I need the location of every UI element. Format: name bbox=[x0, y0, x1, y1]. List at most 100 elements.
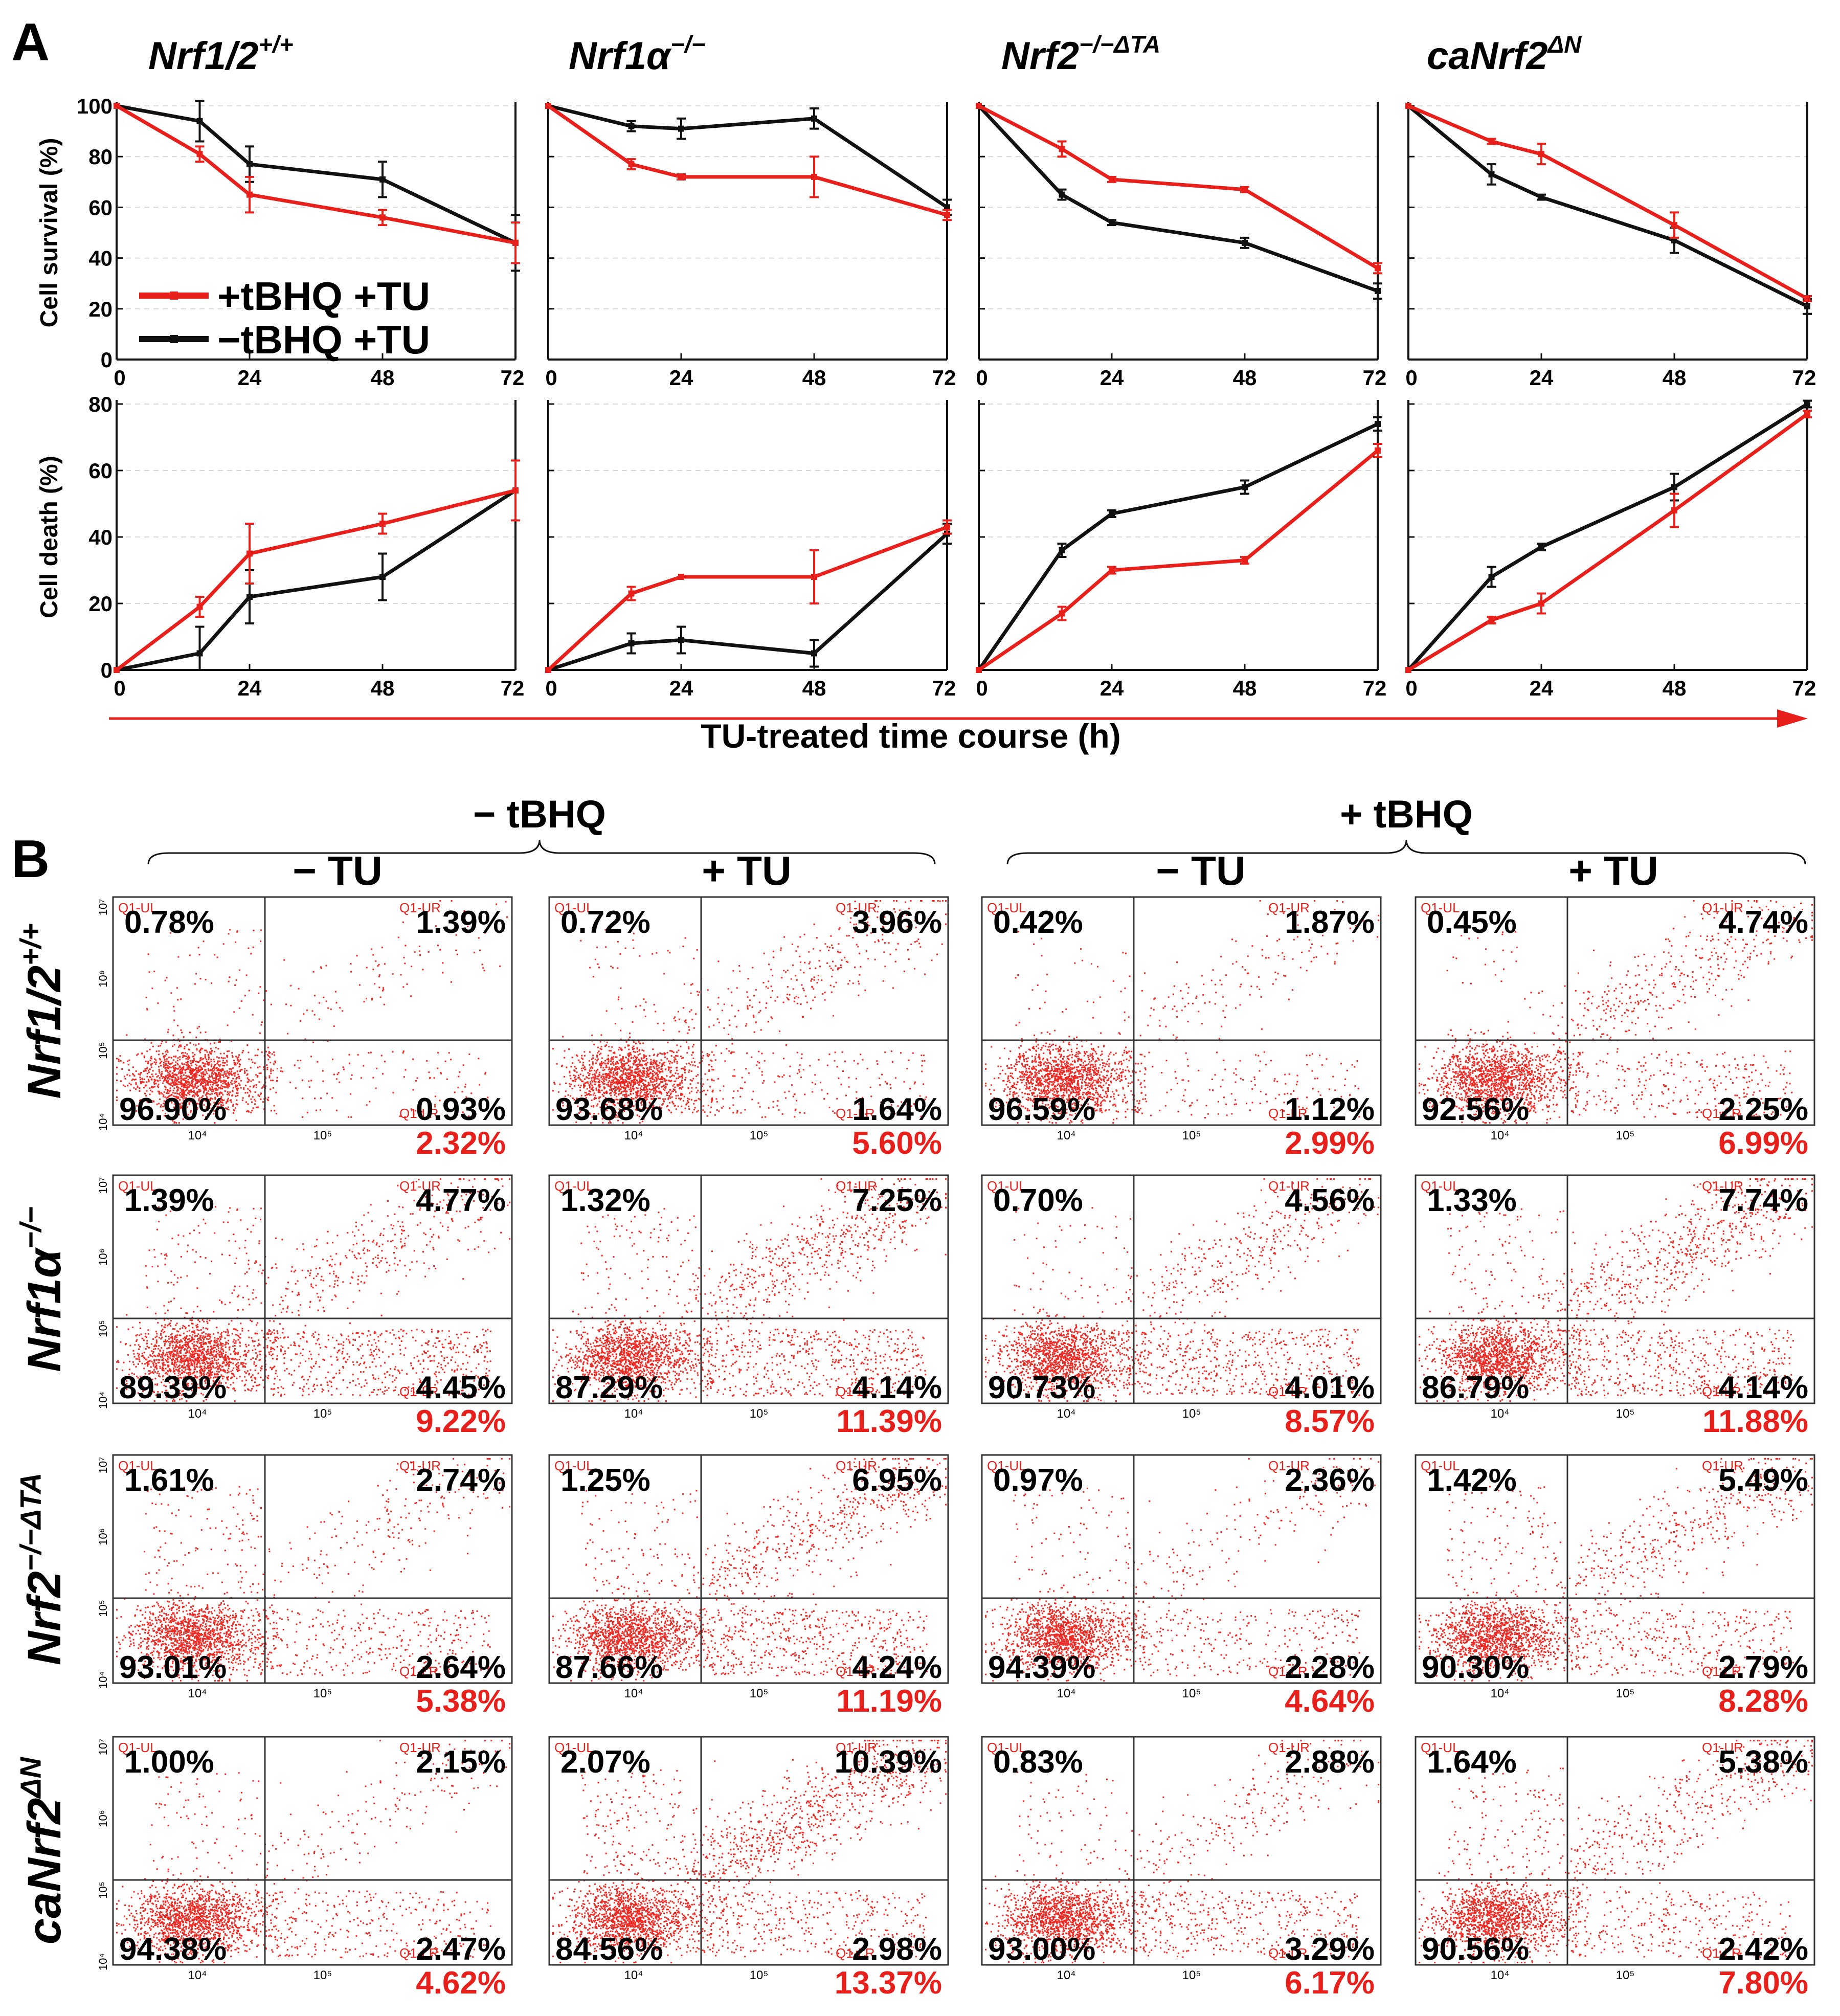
data-point bbox=[114, 103, 120, 109]
gate-label: Q1-UL bbox=[554, 1458, 594, 1473]
y-tick-label: 60 bbox=[88, 195, 113, 219]
gate-label: Q1-LR bbox=[836, 1106, 875, 1121]
pct-lower-right: 2.47% bbox=[416, 1932, 506, 1967]
x-tick-label: 24 bbox=[1100, 676, 1124, 700]
data-point bbox=[1109, 567, 1115, 573]
gate-label: Q1-UL bbox=[554, 1740, 594, 1755]
x-tick-label: 10⁴ bbox=[1490, 1968, 1509, 1982]
pct-lower-left: 86.79% bbox=[1422, 1370, 1529, 1405]
gate-label: Q1-UR bbox=[399, 1458, 441, 1473]
pct-upper-left: 1.25% bbox=[560, 1463, 650, 1498]
data-point bbox=[1671, 222, 1677, 229]
gate-label: Q1-LR bbox=[1702, 1664, 1741, 1679]
gate-label: Q1-LR bbox=[399, 1106, 439, 1121]
x-tick-label: 10⁵ bbox=[1616, 1968, 1635, 1982]
y-tick-label: 10⁴ bbox=[97, 1392, 109, 1409]
series-line-minus-tbhq bbox=[116, 489, 517, 672]
x-tick-label: 72 bbox=[1363, 676, 1387, 700]
event-dots bbox=[552, 1740, 947, 1963]
x-tick-label: 10⁴ bbox=[1057, 1687, 1075, 1700]
data-point bbox=[628, 590, 635, 597]
gate-label: Q1-UL bbox=[987, 900, 1026, 915]
pct-upper-right: 5.49% bbox=[1718, 1463, 1808, 1498]
pct-upper-left: 0.42% bbox=[993, 905, 1083, 940]
pct-total-apoptosis: 8.28% bbox=[1718, 1684, 1808, 1719]
event-dots bbox=[1419, 1178, 1813, 1402]
series-line-minus-tbhq bbox=[547, 532, 949, 672]
genotype-base: Nrf2 bbox=[18, 1571, 71, 1665]
pct-upper-left: 0.78% bbox=[124, 905, 214, 940]
pct-upper-left: 0.70% bbox=[993, 1183, 1083, 1218]
flow-plot-r1-c3: Q1-UL Q1-UR Q1-LR 10⁴ 10⁵ 0.42% 1.87% 96.59% 1.1… bbox=[981, 896, 1382, 1161]
gate-label: Q1-LR bbox=[836, 1945, 875, 1961]
data-point bbox=[1059, 610, 1065, 617]
pct-total-apoptosis: 2.32% bbox=[416, 1126, 506, 1161]
data-point bbox=[1375, 447, 1381, 454]
flow-plot-r3-c3: Q1-UL Q1-UR Q1-LR 10⁴ 10⁵ 0.97% 2.36% 94.39% 2.2… bbox=[981, 1454, 1382, 1719]
gate-label: Q1-LR bbox=[1268, 1106, 1308, 1121]
pct-lower-left: 94.39% bbox=[988, 1650, 1095, 1685]
x-tick-label: 10⁴ bbox=[188, 1129, 207, 1143]
y-tick-label: 20 bbox=[88, 592, 113, 616]
data-point bbox=[1671, 507, 1677, 513]
pct-lower-left: 93.00% bbox=[988, 1932, 1095, 1967]
y-axis-label: Cell death (%) bbox=[36, 456, 63, 618]
plot-frame bbox=[981, 1454, 1382, 1684]
data-point bbox=[246, 191, 253, 198]
pct-lower-right: 2.42% bbox=[1718, 1932, 1808, 1967]
y-tick-label: 10⁵ bbox=[97, 1042, 109, 1059]
pct-total-apoptosis: 9.22% bbox=[416, 1404, 506, 1439]
y-axis-label: Cell survival (%) bbox=[36, 138, 63, 328]
data-point bbox=[512, 487, 519, 494]
x-tick-label: 24 bbox=[238, 366, 262, 390]
pct-lower-right: 2.98% bbox=[852, 1932, 942, 1967]
flow-plot-r1-c2: Q1-UL Q1-UR Q1-LR 10⁴ 10⁵ 0.72% 3.96% 93.68% 1.6… bbox=[548, 896, 949, 1161]
y-tick-label: 10⁷ bbox=[97, 1457, 109, 1473]
series-line-plus-tbhq bbox=[978, 449, 1379, 671]
pct-upper-right: 1.39% bbox=[416, 905, 506, 940]
x-tick-label: 72 bbox=[501, 366, 525, 390]
x-tick-label: 24 bbox=[1100, 366, 1124, 390]
line-chart-death-4: 0 24 48 72 bbox=[1405, 399, 1816, 700]
pct-total-apoptosis: 4.64% bbox=[1285, 1684, 1375, 1719]
pct-upper-right: 6.95% bbox=[852, 1463, 942, 1498]
panel-label-b: B bbox=[11, 830, 50, 889]
gate-label: Q1-LR bbox=[1702, 1106, 1741, 1121]
row-label: Nrf1/2+/+ bbox=[14, 923, 71, 1099]
data-point bbox=[196, 650, 203, 657]
x-tick-label: 48 bbox=[1233, 366, 1257, 390]
pct-upper-left: 1.39% bbox=[124, 1183, 214, 1218]
pct-lower-right: 3.29% bbox=[1285, 1932, 1375, 1967]
legend-marker bbox=[170, 335, 178, 343]
flow-plot-r4-c2: Q1-UL Q1-UR Q1-LR 10⁴ 10⁵ 2.07% 10.39% 84.56% 2.… bbox=[548, 1736, 949, 2001]
genotype-superscript: ΔN bbox=[14, 1756, 47, 1799]
x-tick-label: 24 bbox=[669, 676, 693, 700]
data-point bbox=[976, 667, 982, 673]
pct-upper-left: 1.61% bbox=[124, 1463, 214, 1498]
data-point bbox=[1405, 667, 1411, 673]
genotype-superscript: +/+ bbox=[258, 31, 293, 58]
pct-total-apoptosis: 7.80% bbox=[1718, 1965, 1808, 2001]
pct-lower-right: 4.14% bbox=[852, 1370, 942, 1405]
pct-upper-right: 7.74% bbox=[1718, 1183, 1808, 1218]
pct-lower-left: 89.39% bbox=[119, 1370, 227, 1405]
x-tick-label: 0 bbox=[545, 676, 557, 700]
x-tick-label: 10⁵ bbox=[750, 1968, 769, 1982]
pct-total-apoptosis: 11.88% bbox=[1702, 1404, 1808, 1439]
x-tick-label: 10⁵ bbox=[313, 1687, 332, 1700]
pct-lower-left: 87.66% bbox=[555, 1650, 663, 1685]
y-tick-label: 10⁷ bbox=[97, 1177, 109, 1194]
pct-lower-left: 90.56% bbox=[1422, 1932, 1529, 1967]
x-tick-label: 0 bbox=[1405, 366, 1417, 390]
gate-label: Q1-UR bbox=[1702, 1740, 1743, 1755]
line-chart-death-2: 0 24 48 72 bbox=[545, 400, 956, 700]
legend-marker bbox=[170, 292, 178, 300]
data-point bbox=[379, 521, 386, 527]
y-tick-label: 20 bbox=[88, 297, 113, 321]
data-point bbox=[1804, 401, 1810, 407]
gate-label: Q1-LR bbox=[1702, 1384, 1741, 1399]
data-point bbox=[1804, 295, 1810, 302]
x-tick-label: 10⁵ bbox=[750, 1129, 769, 1143]
data-point bbox=[811, 115, 817, 122]
event-dots bbox=[1419, 1458, 1813, 1682]
